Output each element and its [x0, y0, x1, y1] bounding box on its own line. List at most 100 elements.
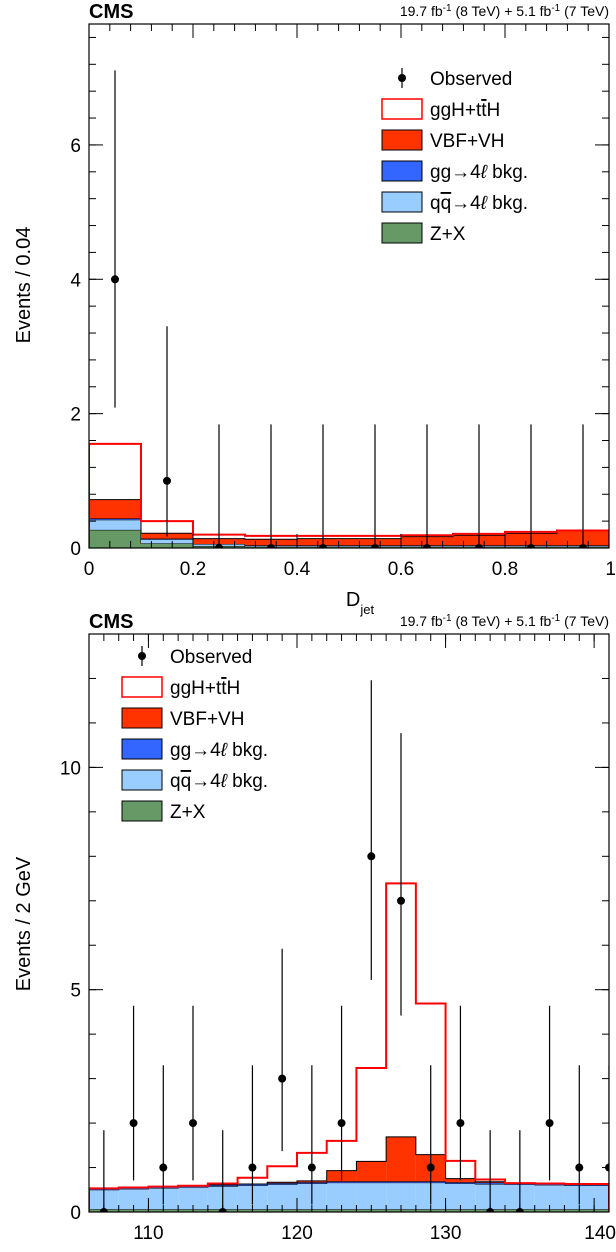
legend-label-part: ℓ — [220, 771, 228, 792]
series-ggH-ttH-outline — [89, 882, 609, 1212]
y-tick-label: 6 — [70, 136, 81, 157]
legend-label-part: q — [441, 193, 452, 214]
legend-swatch — [381, 222, 423, 244]
bar-VBF-10 — [386, 1136, 416, 1182]
bar-gg4l-6 — [267, 1183, 297, 1185]
observed-point — [371, 544, 379, 548]
legend-label-part: VBF+VH — [170, 709, 244, 730]
observed-point — [163, 476, 171, 485]
legend-entry-qq4l: qq→4ℓ bkg. — [121, 769, 268, 792]
legend-label: Observed — [430, 69, 512, 90]
legend-label-part: gg — [430, 162, 451, 183]
bar-ZX-1 — [141, 543, 193, 548]
observed-point — [129, 1119, 138, 1128]
x-tick-label: 0.2 — [180, 559, 206, 580]
observed-point — [527, 544, 535, 548]
legend-entry-ggH: ggH+ttH — [381, 98, 500, 121]
legend-label: ggH+ttH — [170, 678, 240, 699]
legend-label-part: q — [181, 771, 192, 792]
legend-label-part: t — [481, 100, 487, 121]
legend-swatch — [121, 676, 163, 698]
x-tick-label: 0.8 — [492, 559, 518, 580]
plot-area — [89, 680, 609, 1212]
legend-label-part: ℓ — [220, 740, 228, 761]
x-tick-label: 0.6 — [388, 559, 414, 580]
x-axis: 110 120 130 140 — [88, 634, 616, 1244]
y-axis: 0 2 4 6 — [70, 36, 609, 560]
legend: Observed ggH+ttH VBF+VH gg→4ℓ bkg. qq→4ℓ bkg… — [121, 646, 268, 823]
legend-label-part: → — [191, 740, 210, 761]
legend-label-part: 4 — [470, 162, 481, 183]
x-tick-label: 0.4 — [284, 559, 311, 580]
bar-gg4l-12 — [445, 1182, 476, 1184]
legend-label-part: Z+X — [430, 224, 466, 245]
x-axis-label: Djet — [346, 589, 375, 617]
x-tick-label: 130 — [430, 1223, 462, 1244]
bar-qq4l-0 — [89, 519, 141, 530]
legend-label-part: t — [221, 678, 227, 699]
observed-point — [189, 1119, 197, 1128]
legend-label-part: H — [487, 100, 501, 121]
legend-entry-VBF: VBF+VH — [121, 707, 244, 730]
legend-swatch — [121, 769, 163, 791]
legend-label-part: bkg. — [487, 193, 528, 214]
observed-point — [319, 544, 327, 548]
legend-label-part: ggH+t — [170, 678, 222, 699]
bar-qq4l-1 — [118, 1188, 149, 1210]
legend-swatch — [121, 800, 163, 822]
observed-point — [456, 1119, 465, 1128]
x-axis: 0 0.2 0.4 0.6 0.8 1 — [84, 24, 616, 580]
legend-label: Z+X — [430, 224, 466, 245]
legend-label-part: VBF+VH — [430, 131, 504, 152]
bar-ZX-0 — [89, 529, 141, 548]
legend-label-part: ℓ — [480, 162, 488, 183]
observed-point — [367, 852, 376, 861]
legend-label: qq→4ℓ bkg. — [170, 771, 268, 792]
bar-qq4l-8 — [326, 1182, 357, 1210]
observed-point — [545, 1119, 554, 1128]
x-tick-label: 110 — [133, 1223, 163, 1244]
lumi-label: 19.7 fb-1 (8 TeV) + 5.1 fb-1 (7 TeV) — [400, 3, 609, 20]
y-tick-label: 10 — [60, 758, 81, 779]
legend-label-part: → — [451, 193, 470, 214]
y-tick-label: 0 — [70, 1203, 81, 1224]
legend-label-part: Z+X — [170, 802, 206, 823]
legend-marker — [138, 652, 146, 660]
legend-label-part: bkg. — [227, 740, 268, 761]
legend-entry-observed: Observed — [398, 68, 512, 90]
legend-label: VBF+VH — [170, 709, 244, 730]
axes-frame — [88, 23, 610, 549]
legend-label: qq→4ℓ bkg. — [430, 193, 528, 214]
lumi-superscript: -1 — [443, 3, 452, 14]
bar-qq4l-10 — [386, 1182, 416, 1210]
observed-point — [579, 544, 587, 548]
legend-entry-VBF: VBF+VH — [381, 129, 504, 152]
y-tick-label: 2 — [70, 405, 81, 426]
legend-entry-gg4l: gg→4ℓ bkg. — [381, 160, 528, 183]
lumi-text: (8 TeV) + 5.1 fb — [452, 613, 552, 629]
legend-entry-qq4l: qq→4ℓ bkg. — [381, 191, 528, 214]
legend-label-part: bkg. — [487, 162, 528, 183]
observed-point — [248, 1163, 257, 1172]
legend-entry-ggH: ggH+ttH — [121, 676, 240, 699]
y-axis: 0 5 10 — [60, 633, 609, 1224]
legend-label-part: Observed — [170, 647, 252, 668]
x-tick-label: 1 — [605, 559, 616, 580]
observed-point — [397, 896, 405, 905]
legend-label: ggH+ttH — [430, 100, 500, 121]
legend-entry-ZX: Z+X — [121, 800, 206, 823]
x-tick-label: 140 — [584, 1223, 616, 1244]
bar-VBF-0 — [89, 499, 141, 519]
y-axis-label: Events / 0.04 — [13, 227, 35, 344]
legend-label-part: Observed — [430, 69, 512, 90]
legend-entry-observed: Observed — [138, 646, 252, 668]
lumi-text: 19.7 fb — [400, 3, 443, 19]
legend-swatch — [121, 707, 163, 729]
lumi-label: 19.7 fb-1 (8 TeV) + 5.1 fb-1 (7 TeV) — [400, 613, 609, 630]
legend-label: gg→4ℓ bkg. — [170, 740, 268, 761]
legend-label-part: bkg. — [227, 771, 268, 792]
